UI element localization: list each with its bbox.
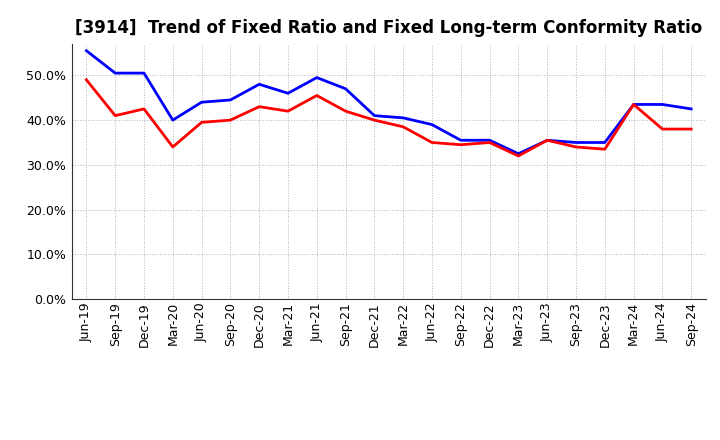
- Fixed Long-term Conformity Ratio: [514, 153, 523, 158]
- Fixed Ratio: [543, 138, 552, 143]
- Fixed Long-term Conformity Ratio: [284, 109, 292, 114]
- Fixed Ratio: [284, 91, 292, 96]
- Fixed Long-term Conformity Ratio: [168, 144, 177, 150]
- Fixed Long-term Conformity Ratio: [312, 93, 321, 98]
- Fixed Long-term Conformity Ratio: [629, 102, 638, 107]
- Fixed Long-term Conformity Ratio: [399, 124, 408, 129]
- Fixed Long-term Conformity Ratio: [341, 109, 350, 114]
- Fixed Ratio: [197, 99, 206, 105]
- Fixed Long-term Conformity Ratio: [600, 147, 609, 152]
- Fixed Ratio: [399, 115, 408, 121]
- Fixed Ratio: [370, 113, 379, 118]
- Fixed Long-term Conformity Ratio: [226, 117, 235, 123]
- Fixed Ratio: [514, 151, 523, 156]
- Fixed Long-term Conformity Ratio: [82, 77, 91, 82]
- Fixed Long-term Conformity Ratio: [687, 126, 696, 132]
- Fixed Ratio: [600, 140, 609, 145]
- Fixed Long-term Conformity Ratio: [255, 104, 264, 109]
- Fixed Long-term Conformity Ratio: [456, 142, 465, 147]
- Fixed Ratio: [428, 122, 436, 127]
- Fixed Long-term Conformity Ratio: [658, 126, 667, 132]
- Fixed Ratio: [456, 138, 465, 143]
- Line: Fixed Ratio: Fixed Ratio: [86, 51, 691, 154]
- Fixed Ratio: [572, 140, 580, 145]
- Fixed Ratio: [485, 138, 494, 143]
- Fixed Ratio: [687, 106, 696, 112]
- Fixed Long-term Conformity Ratio: [572, 144, 580, 150]
- Fixed Long-term Conformity Ratio: [140, 106, 148, 112]
- Fixed Ratio: [226, 97, 235, 103]
- Fixed Ratio: [111, 70, 120, 76]
- Line: Fixed Long-term Conformity Ratio: Fixed Long-term Conformity Ratio: [86, 80, 691, 156]
- Fixed Ratio: [140, 70, 148, 76]
- Fixed Ratio: [168, 117, 177, 123]
- Fixed Long-term Conformity Ratio: [428, 140, 436, 145]
- Fixed Ratio: [312, 75, 321, 80]
- Title: [3914]  Trend of Fixed Ratio and Fixed Long-term Conformity Ratio: [3914] Trend of Fixed Ratio and Fixed Lo…: [75, 19, 703, 37]
- Fixed Long-term Conformity Ratio: [370, 117, 379, 123]
- Fixed Long-term Conformity Ratio: [197, 120, 206, 125]
- Fixed Long-term Conformity Ratio: [485, 140, 494, 145]
- Fixed Ratio: [629, 102, 638, 107]
- Fixed Ratio: [341, 86, 350, 92]
- Fixed Long-term Conformity Ratio: [543, 138, 552, 143]
- Fixed Ratio: [255, 82, 264, 87]
- Fixed Ratio: [658, 102, 667, 107]
- Fixed Long-term Conformity Ratio: [111, 113, 120, 118]
- Fixed Ratio: [82, 48, 91, 53]
